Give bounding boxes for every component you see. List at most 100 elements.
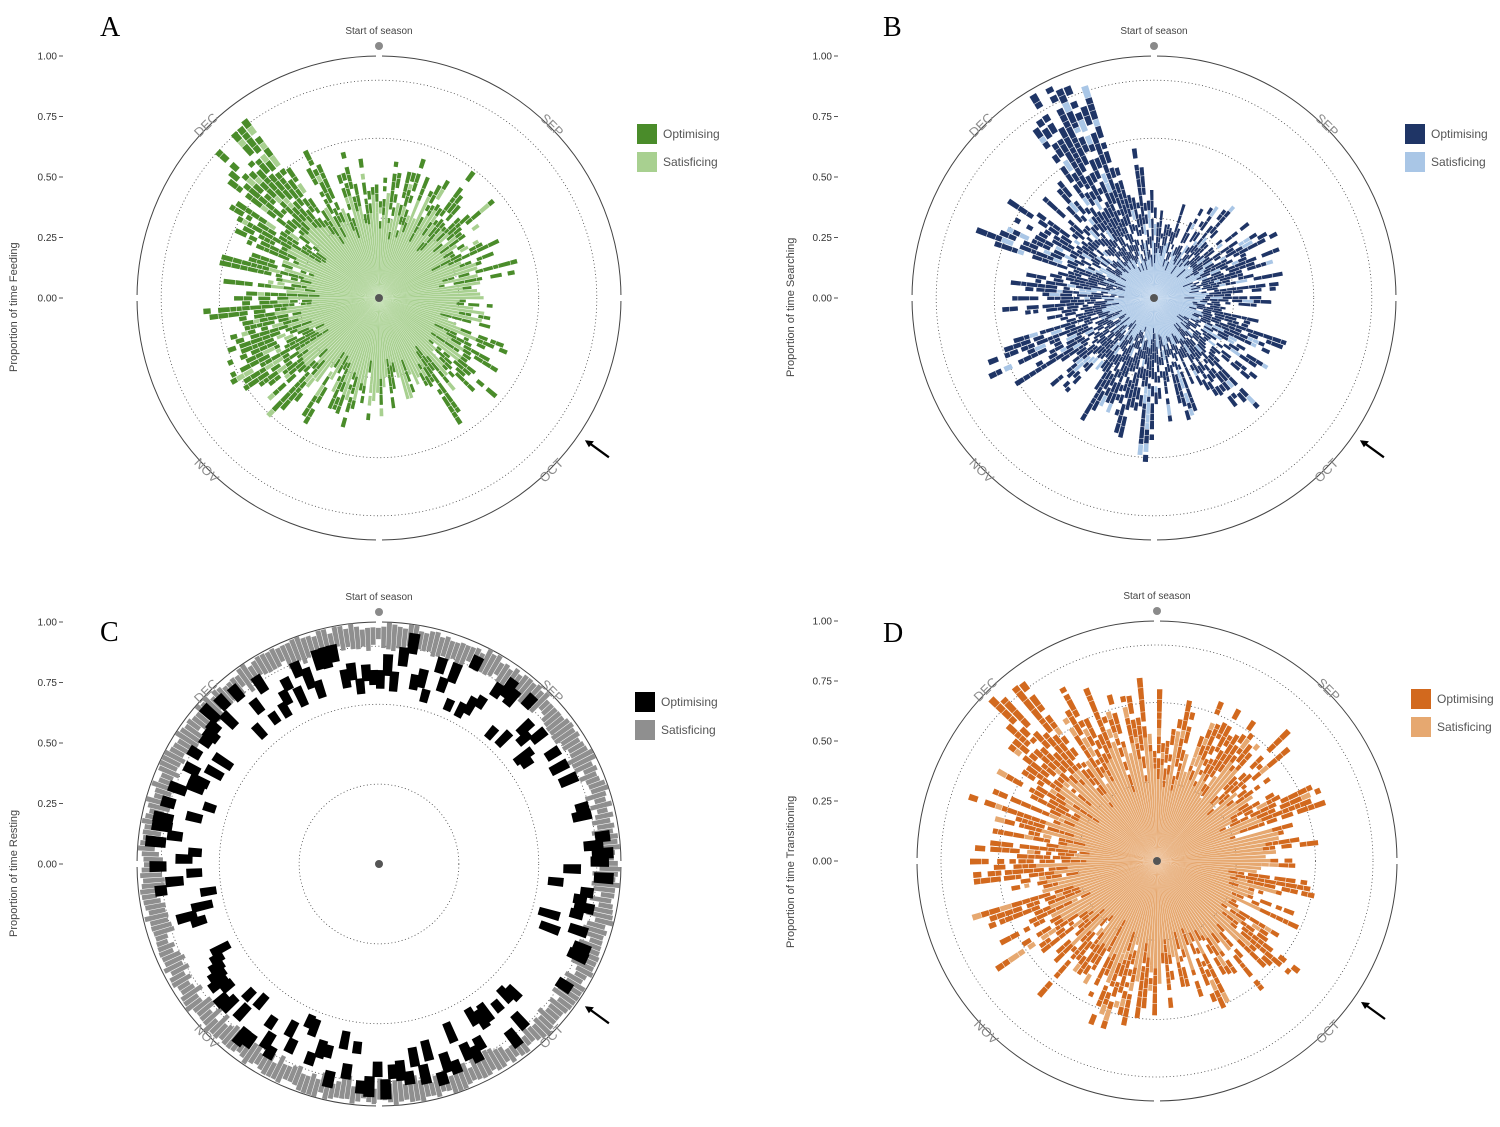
bar-optimising [257,353,271,363]
bar-optimising [1140,263,1145,271]
bar-optimising [1125,213,1131,225]
bar-optimising [1137,187,1142,196]
bar-optimising [1212,252,1221,260]
bar-optimising [241,331,249,337]
bar-optimising [1061,193,1072,205]
bar-optimising [423,380,429,387]
bar-optimising [1083,316,1092,321]
bar-optimising [1124,366,1130,378]
bar-optimising [276,364,288,374]
bar-optimising [1001,805,1009,813]
bar-satisficing [599,866,621,872]
bar-optimising [262,1044,278,1061]
bar-optimising [227,178,239,190]
bar-optimising [1167,415,1173,422]
bar-optimising [1232,289,1243,294]
bar-satisficing [589,895,612,904]
bar-satisficing [1036,861,1154,868]
bar-optimising [1206,294,1213,297]
bar-optimising [329,374,335,381]
bar-optimising [339,381,347,393]
bar-optimising [1048,798,1060,807]
bar-optimising [1049,292,1060,297]
bar-optimising [1055,848,1069,853]
bar-optimising [1157,736,1161,745]
bar-optimising [1206,358,1215,367]
bar-satisficing [1158,771,1188,858]
bar-optimising [1296,806,1309,815]
bar-optimising [1101,287,1111,291]
bar-optimising [1243,789,1254,799]
bar-optimising [246,221,254,229]
bar-optimising [1209,229,1219,239]
bar-optimising [457,233,466,242]
bar-optimising [1042,732,1051,740]
bar-optimising [1196,735,1205,748]
bar-optimising [1067,259,1079,267]
bar-satisficing [1157,275,1201,297]
bar-satisficing [1157,864,1164,954]
bar-optimising [1219,931,1228,941]
bar-optimising [447,370,455,378]
bar-optimising [252,144,262,154]
bar-optimising [1192,370,1198,377]
bar-optimising [303,365,311,373]
bar-optimising [1076,267,1086,273]
bar-optimising [1163,224,1168,237]
bar-optimising [1094,239,1101,246]
bar-optimising [973,878,981,885]
bar-satisficing [1151,266,1154,295]
bar-optimising [992,828,999,835]
axis-gap [618,861,624,867]
bar-optimising [1150,339,1153,345]
month-label: DEC [966,110,996,140]
bar-optimising [1046,752,1056,762]
bar-optimising [1145,957,1150,968]
bar-optimising [1129,931,1136,943]
bar-optimising [1078,719,1086,729]
bar-optimising [1232,296,1239,300]
month-label: NOV [191,455,222,486]
bar-optimising [1070,249,1080,257]
legend-label-satisficing: Satisficing [663,155,718,169]
bar-optimising [1121,1016,1128,1026]
bar-optimising [1081,326,1094,334]
bar-optimising [263,247,270,253]
bar-optimising [1070,100,1079,110]
bar-satisficing [1160,861,1262,867]
bar-satisficing [380,301,412,376]
bar-optimising [1137,687,1145,700]
bar-optimising [1040,762,1049,771]
panel-letter-b: B [883,12,902,43]
bar-optimising [1104,201,1111,209]
bar-satisficing [1110,289,1151,298]
bar-optimising [1223,329,1235,337]
bar-optimising [1052,333,1060,340]
bar-satisficing [1157,864,1180,963]
bar-satisficing [380,218,416,295]
bar-optimising [1180,321,1190,330]
bar-satisficing [1053,861,1154,875]
bar-optimising [311,252,322,261]
bar-optimising [1186,319,1198,328]
bar-satisficing [1148,751,1157,858]
bar-optimising [1150,344,1153,355]
bar-optimising [1074,926,1086,937]
bar-optimising [1099,181,1108,194]
bar-optimising [1098,313,1109,319]
bar-optimising [1225,301,1231,305]
bar-optimising [1150,403,1154,414]
legend-label-optimising: Optimising [661,695,718,709]
bar-optimising [1045,875,1052,880]
bar-optimising [1061,859,1070,863]
bar-satisficing [375,212,379,295]
bar-optimising [201,726,221,745]
bar-optimising [321,1069,336,1089]
bar-optimising [1104,387,1112,397]
bar-optimising [1247,242,1259,251]
bar-optimising [1091,357,1099,364]
bar-optimising [1188,770,1196,781]
bar-optimising [452,186,464,199]
bar-optimising [1136,996,1142,1008]
bar-optimising [1074,259,1085,267]
